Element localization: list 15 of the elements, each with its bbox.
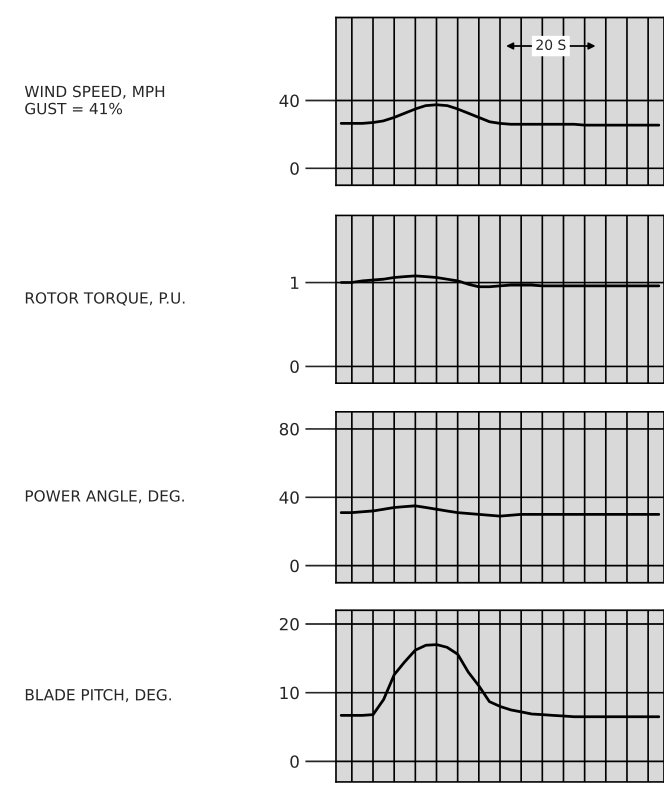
y-tick-label: 10	[280, 686, 299, 700]
y-axis-title: BLADE PITCH, DEG.	[26, 688, 171, 702]
y-tick-label: 1	[291, 276, 298, 289]
y-axis-title: ROTOR TORQUE, P.U.	[26, 292, 184, 306]
y-tick-label: 80	[280, 422, 299, 436]
y-tick-label: 0	[290, 560, 299, 572]
y-tick-label: 40	[279, 94, 299, 108]
y-tick-label: 0	[290, 162, 299, 175]
y-tick-label: 40	[279, 491, 299, 504]
annotation: 20 S	[536, 40, 566, 50]
y-axis-title: POWER ANGLE, DEG.	[26, 490, 184, 504]
y-tick-label: 0	[290, 360, 299, 373]
y-tick-label: 20	[280, 618, 299, 631]
y-axis-title: WIND SPEED, MPH GUST = 41%	[24, 86, 164, 114]
y-tick-label: 0	[290, 755, 299, 768]
